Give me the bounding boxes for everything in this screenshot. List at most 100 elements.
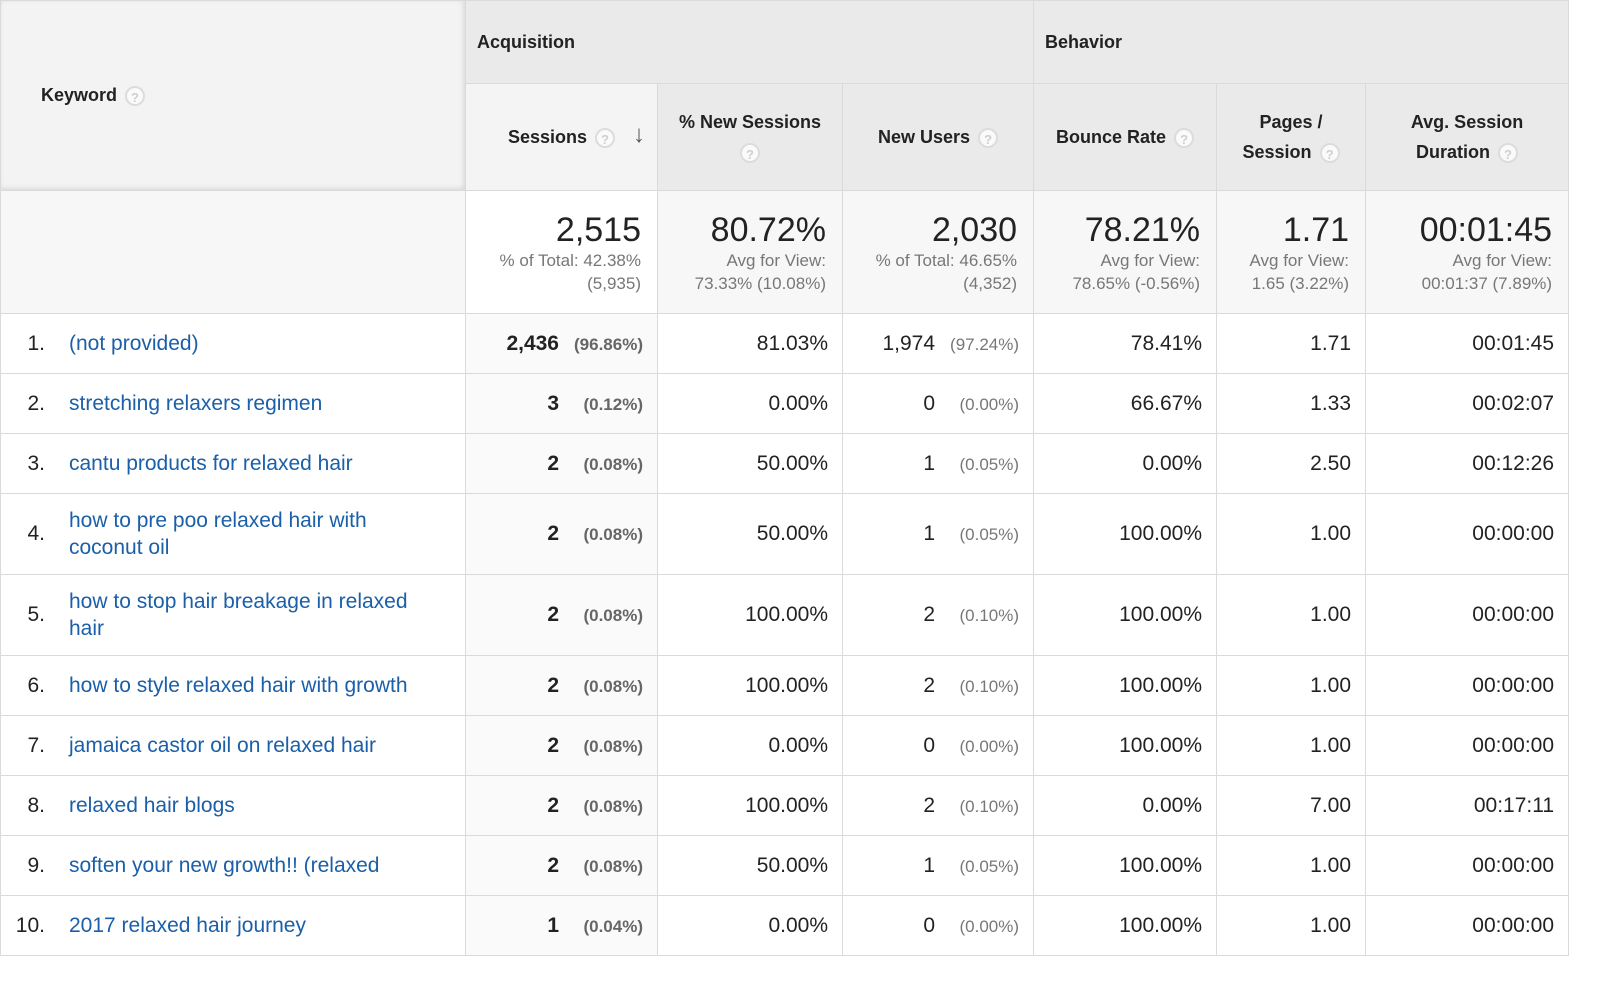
pages-session-cell: 1.00 [1216, 574, 1367, 656]
sessions-cell: 2 (0.08%) [465, 433, 658, 494]
row-number: 3. [27, 451, 45, 475]
acquisition-group-header: Acquisition [464, 0, 1035, 84]
totals-row: 2,515 % of Total: 42.38% (5,935) 80.72% … [0, 190, 1570, 314]
totals-new-users-sub1: % of Total: 46.65% [875, 251, 1018, 270]
sessions-cell: 1 (0.04%) [465, 895, 658, 956]
new-users-value: 0 [923, 733, 936, 757]
keyword-link[interactable]: how to pre poo relaxed hair with coconut… [69, 509, 367, 559]
totals-avg-duration-sub1: Avg for View: [1452, 251, 1553, 270]
bounce-rate-cell: 100.00% [1033, 715, 1218, 776]
analytics-report: Keyword? Acquisition Behavior Sessions? … [0, 0, 1570, 958]
behavior-group-header: Behavior [1033, 0, 1570, 84]
table-row: 4. how to pre poo relaxed hair with coco… [0, 493, 1570, 575]
new-users-cell: 2 (0.10%) [841, 655, 1035, 716]
new-users-column-header[interactable]: New Users? [841, 83, 1035, 191]
new-sessions-cell: 50.00% [657, 835, 843, 896]
avg-session-duration-column-header[interactable]: Avg. Session Duration? [1365, 83, 1570, 191]
new-sessions-cell: 0.00% [657, 373, 843, 434]
avg-duration-cell: 00:02:07 [1365, 373, 1570, 434]
keyword-link[interactable]: cantu products for relaxed hair [69, 452, 353, 475]
keyword-cell: 3. cantu products for relaxed hair [0, 433, 466, 494]
help-icon[interactable]: ? [978, 128, 999, 149]
keyword-link[interactable]: how to stop hair breakage in relaxed hai… [69, 590, 408, 640]
totals-bounce-rate-value: 78.21% [1084, 211, 1201, 249]
keyword-header-label: Keyword [41, 84, 118, 105]
totals-sessions-sub1: % of Total: 42.38% [499, 251, 641, 270]
pages-session-cell: 1.00 [1216, 895, 1367, 956]
sort-descending-icon[interactable]: ↓ [633, 121, 645, 148]
new-users-cell: 0 (0.00%) [841, 715, 1035, 776]
new-users-cell: 0 (0.00%) [841, 373, 1035, 434]
keyword-cell: 2. stretching relaxers regimen [0, 373, 466, 434]
new-sessions-cell: 50.00% [657, 433, 843, 494]
sessions-percent: (0.08%) [583, 796, 643, 816]
new-users-value: 1 [923, 853, 936, 877]
table-row: 5. how to stop hair breakage in relaxed … [0, 574, 1570, 656]
bounce-rate-column-header[interactable]: Bounce Rate? [1033, 83, 1218, 191]
keyword-cell: 9. soften your new growth!! (relaxed [0, 835, 466, 896]
avg-duration-header-line1: Avg. Session [1410, 112, 1524, 132]
new-sessions-cell: 100.00% [657, 655, 843, 716]
sessions-cell: 2 (0.08%) [465, 655, 658, 716]
help-icon[interactable]: ? [1319, 143, 1340, 164]
row-number: 5. [27, 603, 45, 626]
keyword-link[interactable]: jamaica castor oil on relaxed hair [69, 734, 376, 757]
totals-pages-session-value: 1.71 [1282, 211, 1350, 249]
bounce-rate-cell: 0.00% [1033, 433, 1218, 494]
totals-sessions-sub2: (5,935) [587, 274, 641, 293]
keyword-link[interactable]: 2017 relaxed hair journey [69, 914, 306, 937]
sessions-value: 2 [547, 451, 559, 475]
new-sessions-cell: 0.00% [657, 895, 843, 956]
sessions-cell: 2,436 (96.86%) [465, 313, 658, 374]
sessions-percent: (96.86%) [574, 334, 643, 354]
help-icon[interactable]: ? [125, 86, 146, 107]
keyword-rows: 1. (not provided) 2,436 (96.86%) 81.03% 1… [0, 313, 1570, 956]
new-users-percent: (0.05%) [959, 856, 1020, 876]
sessions-cell: 2 (0.08%) [465, 715, 658, 776]
new-users-value: 0 [923, 391, 936, 415]
sessions-value: 3 [547, 391, 559, 415]
new-sessions-cell: 0.00% [657, 715, 843, 776]
help-icon[interactable]: ? [1498, 143, 1519, 164]
sessions-cell: 2 (0.08%) [465, 775, 658, 836]
row-number: 9. [27, 853, 45, 877]
table-row: 2. stretching relaxers regimen 3 (0.12%) … [0, 373, 1570, 434]
keyword-link[interactable]: soften your new growth!! (relaxed [69, 854, 380, 877]
sessions-value: 2 [547, 793, 559, 817]
keyword-link[interactable]: (not provided) [69, 332, 199, 355]
help-icon[interactable]: ? [1174, 128, 1195, 149]
keyword-column-header[interactable]: Keyword? [0, 0, 466, 191]
new-users-percent: (0.05%) [959, 525, 1020, 544]
new-users-cell: 0 (0.00%) [841, 895, 1035, 956]
bounce-rate-cell: 0.00% [1033, 775, 1218, 836]
new-users-value: 2 [923, 603, 936, 626]
totals-new-users-value: 2,030 [931, 211, 1018, 249]
new-sessions-column-header[interactable]: % New Sessions? [657, 83, 843, 191]
totals-new-sessions-sub2: 73.33% (10.08%) [694, 274, 826, 293]
sessions-column-header[interactable]: Sessions? ↓ [465, 83, 658, 191]
new-users-percent: (97.24%) [950, 334, 1020, 354]
totals-pages-session-sub2: 1.65 (3.22%) [1251, 274, 1350, 293]
help-icon[interactable]: ? [740, 143, 760, 164]
keyword-link[interactable]: stretching relaxers regimen [69, 392, 323, 415]
totals-keyword-cell [0, 190, 466, 314]
new-users-percent: (0.10%) [959, 796, 1020, 816]
help-icon[interactable]: ? [595, 128, 616, 149]
row-number: 10. [15, 913, 45, 937]
keyword-cell: 4. how to pre poo relaxed hair with coco… [0, 493, 466, 575]
keyword-link[interactable]: how to style relaxed hair with growth [69, 674, 408, 697]
keyword-link[interactable]: relaxed hair blogs [69, 794, 235, 817]
new-users-header-label: New Users [877, 127, 971, 147]
pages-per-session-column-header[interactable]: Pages / Session? [1216, 83, 1367, 191]
new-users-percent: (0.00%) [959, 736, 1020, 756]
new-users-cell: 1 (0.05%) [841, 433, 1035, 494]
table-row: 9. soften your new growth!! (relaxed 2 (0… [0, 835, 1570, 896]
totals-new-sessions-value: 80.72% [710, 211, 826, 249]
bounce-rate-cell: 100.00% [1033, 493, 1218, 575]
keyword-cell: 8. relaxed hair blogs [0, 775, 466, 836]
pages-session-header-line1: Pages / [1259, 112, 1323, 132]
avg-duration-cell: 00:00:00 [1365, 895, 1570, 956]
row-number: 7. [27, 733, 45, 757]
sessions-cell: 2 (0.08%) [465, 835, 658, 896]
keyword-cell: 6. how to style relaxed hair with growth [0, 655, 466, 716]
